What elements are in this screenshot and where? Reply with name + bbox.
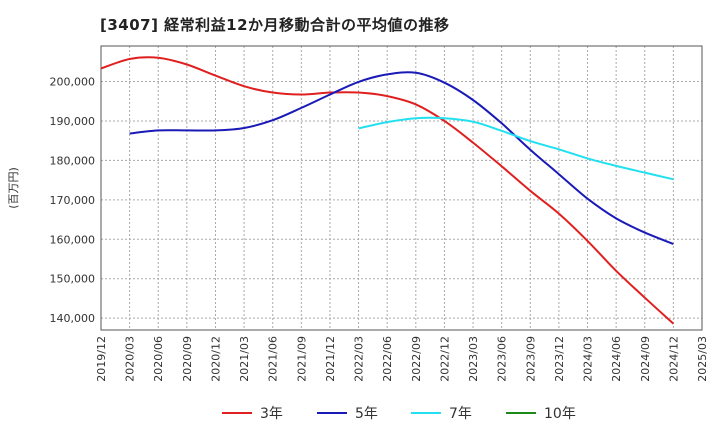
series-layer <box>100 56 675 325</box>
plot-frame <box>100 45 703 331</box>
series-line-7年 <box>358 116 674 181</box>
legend-label: 10年 <box>544 406 576 422</box>
x-axis: 2019/12 2020/03 2020/06 2020/09 2020/12 2021/… <box>95 336 709 382</box>
y-tick-label: 150,000 <box>50 273 96 286</box>
y-tick-label: 170,000 <box>50 194 96 207</box>
x-tick-label: 2024/09 <box>639 336 652 382</box>
x-tick-label: 2022/03 <box>353 336 366 382</box>
x-tick-label: 2024/06 <box>610 336 623 382</box>
x-tick-label: 2021/12 <box>324 336 337 382</box>
x-tick-label: 2023/09 <box>524 336 537 382</box>
x-tick-label: 2022/09 <box>410 336 423 382</box>
series-line-3年 <box>100 56 675 325</box>
x-tick-label: 2025/03 <box>696 336 709 382</box>
x-tick-label: 2020/03 <box>124 336 137 382</box>
legend: 3年 5年 7年 10年 <box>222 406 576 422</box>
legend-label: 5年 <box>355 406 378 422</box>
y-tick-label: 140,000 <box>50 312 96 325</box>
legend-label: 3年 <box>260 406 283 422</box>
x-tick-label: 2020/06 <box>152 336 165 382</box>
y-tick-label: 200,000 <box>50 76 96 89</box>
x-tick-label: 2023/03 <box>467 336 480 382</box>
chart-title: [3407] 経常利益12か月移動合計の平均値の推移 <box>100 16 450 34</box>
x-tick-label: 2020/09 <box>181 336 194 382</box>
x-tick-label: 2020/12 <box>209 336 222 382</box>
x-tick-label: 2021/09 <box>295 336 308 382</box>
series-line-5年 <box>129 71 674 245</box>
y-axis-label: (百万円) <box>7 167 20 209</box>
x-tick-label: 2021/03 <box>238 336 251 382</box>
y-tick-label: 180,000 <box>50 154 96 167</box>
x-tick-label: 2021/06 <box>267 336 280 382</box>
x-tick-label: 2023/06 <box>496 336 509 382</box>
x-tick-label: 2024/12 <box>667 336 680 382</box>
x-tick-label: 2024/03 <box>582 336 595 382</box>
x-tick-label: 2022/12 <box>438 336 451 382</box>
x-tick-label: 2019/12 <box>95 336 108 382</box>
x-tick-label: 2022/06 <box>381 336 394 382</box>
y-axis: 140,000 150,000 160,000 170,000 180,000 190,0… <box>50 76 96 326</box>
x-tick-label: 2023/12 <box>553 336 566 382</box>
grid <box>100 46 703 330</box>
y-tick-label: 160,000 <box>50 233 96 246</box>
y-tick-label: 190,000 <box>50 115 96 128</box>
legend-label: 7年 <box>449 406 472 422</box>
